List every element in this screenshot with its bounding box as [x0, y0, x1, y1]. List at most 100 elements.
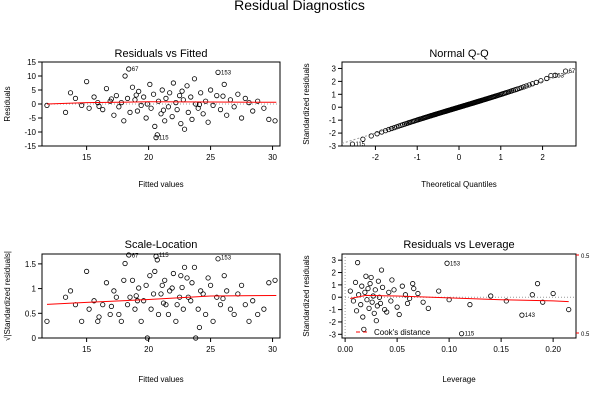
data-point [516, 85, 522, 92]
data-point [189, 280, 195, 286]
x-tick-label: 0.10 [441, 345, 457, 354]
point-label: 153 [450, 261, 461, 267]
data-point [181, 264, 188, 270]
data-point [358, 302, 364, 308]
data-point [84, 268, 90, 274]
data-point [62, 294, 69, 300]
x-tick-label: 0.05 [389, 345, 405, 354]
data-point [425, 305, 431, 311]
data-point [134, 298, 141, 304]
figure-title: Residual Diagnostics [234, 0, 365, 13]
data-point [467, 302, 473, 308]
data-point [44, 318, 50, 324]
data-point [242, 95, 248, 102]
data-point [118, 318, 124, 324]
data-point [184, 275, 190, 281]
smoother-line [341, 70, 577, 144]
data-point [402, 292, 409, 298]
y-tick-label: 15 [27, 58, 36, 67]
x-tick-label: 15 [82, 345, 91, 354]
data-point [526, 82, 532, 88]
data-point [44, 102, 50, 109]
data-point [361, 326, 367, 332]
data-point [86, 306, 92, 312]
y-tick-label: -2 [329, 318, 337, 327]
data-point [200, 111, 206, 117]
x-tick-label: -2 [372, 153, 380, 162]
data-point [143, 282, 149, 288]
data-point [221, 273, 227, 279]
data-point [160, 107, 167, 113]
panel-title: Residuals vs Fitted [115, 48, 208, 60]
data-point [231, 311, 237, 318]
data-point [147, 81, 153, 88]
data-point [162, 277, 168, 283]
y-axis-label: √|Standardized residuals| [3, 251, 12, 341]
data-point [198, 90, 204, 96]
data-point [360, 314, 366, 320]
data-point [165, 311, 172, 318]
data-point [538, 78, 544, 84]
y-tick-label: 1.5 [25, 260, 37, 269]
data-point [163, 95, 169, 102]
y-tick-label: 0 [332, 293, 337, 302]
data-point [205, 275, 211, 281]
data-point [227, 306, 234, 312]
data-point [544, 75, 550, 82]
data-point [67, 90, 74, 96]
point-label: 67 [132, 67, 139, 73]
data-point [389, 277, 395, 283]
data-point [391, 287, 397, 293]
data-point [121, 118, 127, 124]
x-axis-label: Fitted values [138, 375, 183, 384]
x-tick-label: 0.20 [545, 345, 561, 354]
point-label: 115 [355, 142, 365, 148]
smoother-line [46, 101, 277, 105]
data-point [133, 293, 139, 299]
data-point [529, 292, 535, 298]
data-point [189, 116, 195, 123]
data-point [129, 277, 136, 283]
data-point [382, 128, 389, 134]
data-point [167, 90, 173, 96]
x-tick-label: 15 [82, 153, 91, 162]
y-tick-label: 3 [332, 256, 337, 265]
data-point [255, 98, 261, 104]
data-point [518, 85, 524, 91]
plot-frame [41, 61, 281, 147]
data-point [100, 107, 106, 113]
data-point [184, 83, 190, 89]
data-point [255, 311, 261, 318]
data-point [91, 94, 97, 100]
y-tick-label: 1 [32, 285, 37, 294]
data-point [523, 83, 529, 89]
data-point [533, 79, 539, 86]
y-tick-label: -1 [329, 306, 337, 315]
x-tick-label: 20 [144, 345, 153, 354]
data-point [261, 105, 267, 111]
y-tick-label: -1 [329, 116, 337, 125]
cook-contour-label: 0.5 [581, 332, 590, 338]
x-tick-label: 0.15 [493, 345, 509, 354]
data-point [386, 126, 392, 133]
data-point [191, 264, 198, 270]
data-point [217, 302, 224, 308]
data-point [272, 118, 278, 124]
data-point [138, 102, 144, 109]
data-point [374, 303, 380, 309]
data-point [195, 105, 201, 111]
data-point [207, 87, 214, 93]
data-point [100, 302, 106, 308]
data-point [399, 283, 405, 289]
data-point [138, 318, 144, 324]
data-point [534, 281, 541, 287]
x-tick-label: 0.00 [337, 345, 353, 354]
y-tick-label: 1 [332, 90, 337, 99]
data-point [215, 256, 221, 262]
x-tick-label: 30 [268, 345, 277, 354]
x-axis-label: Fitted values [138, 180, 183, 189]
plot-frame [41, 253, 281, 339]
data-point [227, 97, 234, 103]
data-point [111, 112, 117, 118]
